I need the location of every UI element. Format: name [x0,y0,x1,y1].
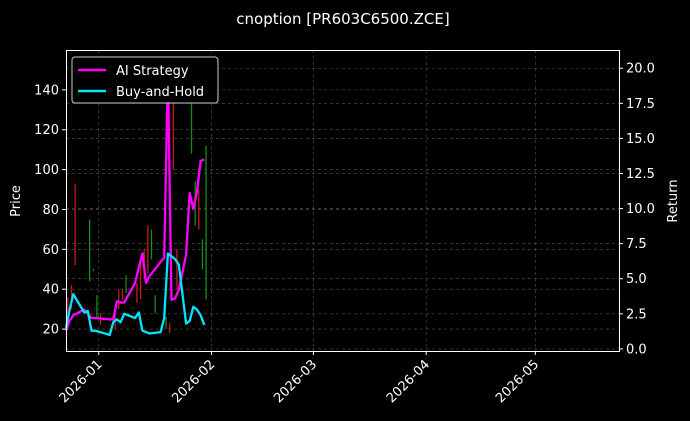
chart-title: cnoption [PR603C6500.ZCE] [236,10,449,28]
right-axis: 0.0 2.5 5.0 7.5 10.0 12.5 15.0 17.5 20.0 [619,62,655,357]
legend: AI Strategy Buy-and-Hold [71,56,219,104]
y-tick-label-right: 20.0 [626,62,655,77]
candles [67,59,207,334]
y-tick-label-right: 7.5 [626,237,647,252]
y-tick-label-left: 40 [42,283,59,298]
y-tick-label-right: 10.0 [626,202,655,217]
x-axis: 2026-01 2026-02 2026-03 2026-04 2026-05 [57,351,542,406]
plot-frame [66,50,620,352]
x-tick-label: 2026-02 [169,357,218,406]
legend-label-buy-and-hold: Buy-and-Hold [116,85,204,100]
y-tick-label-right: 12.5 [626,167,655,182]
y-tick-label-right: 0.0 [626,342,647,357]
y-tick-label-left: 20 [42,323,59,338]
y-tick-label-left: 60 [42,243,59,258]
series-line-buy-and-hold [64,252,206,337]
y-axis-label-right: Return [666,179,681,222]
y-tick-label-left: 140 [34,83,59,98]
y-tick-label-right: 15.0 [626,132,655,147]
y-tick-label-right: 5.0 [626,272,647,287]
legend-box [71,56,219,104]
y-tick-label-left: 120 [34,123,59,138]
series-lines [64,69,206,337]
x-tick-label: 2026-04 [384,357,433,406]
y-tick-label-left: 100 [34,163,59,178]
series-line-ai-strategy [64,69,205,332]
y-tick-label-left: 80 [42,203,59,218]
legend-label-ai-strategy: AI Strategy [116,64,189,79]
y-axis-label-left: Price [9,185,24,217]
y-tick-label-right: 17.5 [626,97,655,112]
x-tick-label: 2026-03 [271,357,320,406]
y-tick-label-right: 2.5 [626,307,647,322]
x-tick-label: 2026-05 [493,357,542,406]
left-axis: 20 40 60 80 100 120 140 [34,83,66,338]
x-tick-label: 2026-01 [57,357,106,406]
